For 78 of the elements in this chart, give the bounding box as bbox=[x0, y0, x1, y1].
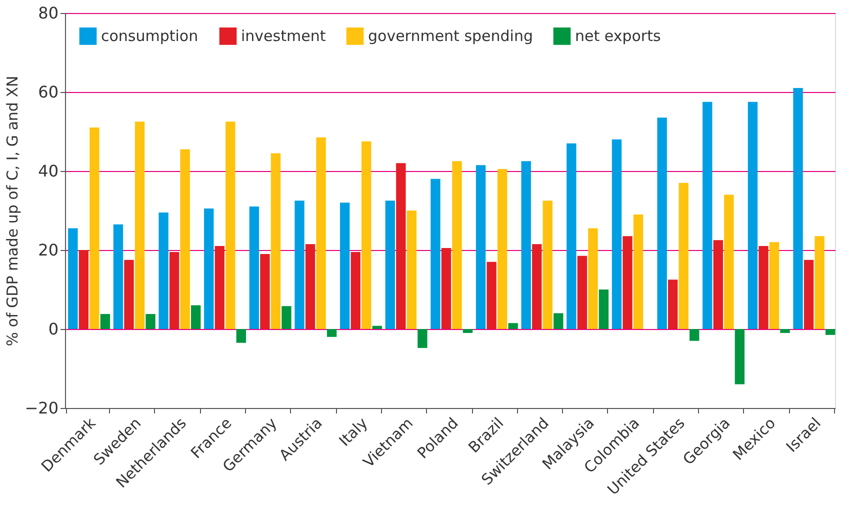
bar bbox=[690, 329, 700, 341]
bar bbox=[566, 143, 576, 329]
y-tick-label: 0 bbox=[48, 320, 58, 338]
bar bbox=[598, 290, 609, 329]
bar bbox=[68, 228, 78, 329]
bar bbox=[793, 88, 803, 329]
bar bbox=[340, 202, 350, 329]
legend-label: investment bbox=[241, 27, 326, 46]
bar bbox=[532, 244, 542, 329]
bar bbox=[702, 102, 712, 329]
bar bbox=[406, 210, 417, 329]
bar bbox=[236, 329, 246, 343]
bar bbox=[713, 240, 723, 329]
bar bbox=[678, 182, 688, 329]
bar bbox=[270, 153, 281, 329]
bar bbox=[190, 305, 201, 329]
legend-label: government spending bbox=[368, 27, 533, 46]
bar bbox=[396, 163, 406, 329]
bar bbox=[124, 260, 134, 329]
bar bbox=[542, 200, 552, 329]
bar bbox=[825, 329, 836, 335]
bar bbox=[612, 139, 622, 329]
bar bbox=[113, 224, 124, 329]
y-tick-label: 60 bbox=[38, 82, 58, 102]
bar bbox=[780, 329, 790, 333]
bar bbox=[385, 200, 395, 329]
bar bbox=[180, 149, 190, 329]
bar bbox=[204, 208, 214, 329]
bar bbox=[769, 242, 780, 329]
bar bbox=[214, 246, 224, 329]
bar bbox=[724, 194, 734, 329]
bar bbox=[372, 326, 382, 329]
bar bbox=[748, 102, 758, 329]
bar bbox=[668, 280, 678, 329]
bar bbox=[316, 137, 326, 329]
bar bbox=[508, 323, 518, 329]
bar bbox=[804, 260, 814, 329]
bar bbox=[169, 252, 180, 329]
bar bbox=[622, 236, 632, 329]
bar bbox=[90, 128, 100, 329]
y-tick-label: 40 bbox=[38, 162, 58, 180]
bar bbox=[326, 329, 337, 337]
bar bbox=[577, 256, 588, 329]
bar bbox=[78, 250, 89, 329]
bar bbox=[497, 169, 508, 329]
bar bbox=[134, 122, 145, 329]
bar bbox=[430, 178, 440, 329]
bar bbox=[814, 236, 824, 329]
bar bbox=[462, 329, 473, 333]
bar bbox=[226, 122, 236, 329]
bar bbox=[418, 329, 428, 348]
bar bbox=[146, 314, 156, 329]
bar bbox=[350, 252, 360, 329]
bar bbox=[554, 313, 564, 329]
bar bbox=[305, 244, 316, 329]
bar bbox=[441, 248, 452, 329]
bar bbox=[734, 329, 745, 384]
y-axis-title: % of GDP made up of C, I, G and XN bbox=[4, 76, 22, 346]
bar bbox=[452, 161, 462, 329]
bar bbox=[521, 161, 531, 329]
bar bbox=[633, 214, 644, 329]
bar bbox=[249, 206, 260, 329]
y-tick-label: 80 bbox=[38, 4, 58, 22]
legend-label: net exports bbox=[575, 27, 661, 46]
bar bbox=[362, 141, 372, 329]
y-tick-label: 20 bbox=[38, 240, 58, 260]
bar bbox=[100, 314, 110, 329]
bar bbox=[294, 200, 304, 329]
bar bbox=[476, 165, 486, 329]
y-tick-label: −20 bbox=[24, 398, 58, 418]
bar bbox=[158, 212, 168, 329]
legend-label: consumption bbox=[101, 27, 198, 46]
bar bbox=[758, 246, 768, 329]
bar bbox=[260, 254, 270, 329]
bar bbox=[657, 118, 667, 329]
bar bbox=[486, 262, 496, 329]
bar bbox=[282, 306, 292, 329]
bar bbox=[588, 228, 598, 329]
